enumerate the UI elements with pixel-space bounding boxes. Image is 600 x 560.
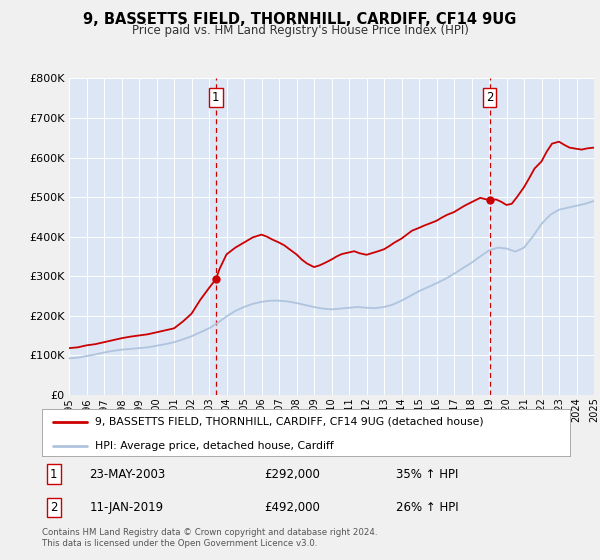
Text: Price paid vs. HM Land Registry's House Price Index (HPI): Price paid vs. HM Land Registry's House … [131,24,469,36]
Text: HPI: Average price, detached house, Cardiff: HPI: Average price, detached house, Card… [95,441,334,451]
Text: 1: 1 [50,468,58,480]
Text: Contains HM Land Registry data © Crown copyright and database right 2024.
This d: Contains HM Land Registry data © Crown c… [42,528,377,548]
Text: 26% ↑ HPI: 26% ↑ HPI [396,501,458,514]
Text: £492,000: £492,000 [264,501,320,514]
Text: 11-JAN-2019: 11-JAN-2019 [89,501,164,514]
Text: 1: 1 [212,91,220,104]
Text: 9, BASSETTS FIELD, THORNHILL, CARDIFF, CF14 9UG: 9, BASSETTS FIELD, THORNHILL, CARDIFF, C… [83,12,517,27]
Text: 9, BASSETTS FIELD, THORNHILL, CARDIFF, CF14 9UG (detached house): 9, BASSETTS FIELD, THORNHILL, CARDIFF, C… [95,417,484,427]
Text: 23-MAY-2003: 23-MAY-2003 [89,468,166,480]
Text: 35% ↑ HPI: 35% ↑ HPI [396,468,458,480]
Text: 2: 2 [486,91,493,104]
Text: £292,000: £292,000 [264,468,320,480]
Text: 2: 2 [50,501,58,514]
